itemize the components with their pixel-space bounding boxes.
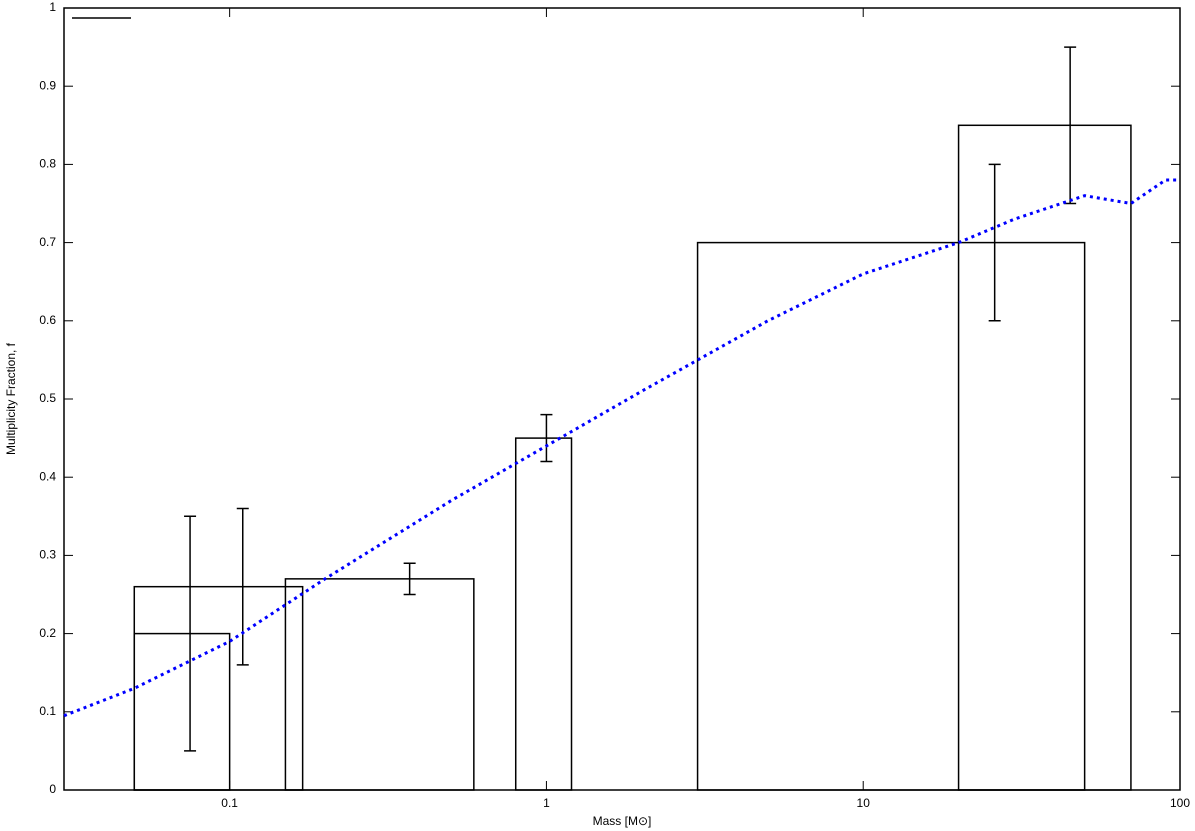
y-tick-label: 0.3 bbox=[39, 548, 56, 562]
error-bar bbox=[236, 507, 249, 666]
error-bar bbox=[988, 163, 1001, 322]
bar bbox=[514, 437, 573, 791]
error-bar bbox=[1064, 46, 1077, 205]
error-bar bbox=[540, 413, 553, 463]
y-tick-label: 0.7 bbox=[39, 235, 56, 249]
y-tick-label: 0.5 bbox=[39, 391, 56, 405]
x-tick-label: 0.1 bbox=[221, 796, 238, 810]
y-tick-label: 0.6 bbox=[39, 313, 56, 327]
bar bbox=[133, 632, 231, 791]
y-tick-label: 0.4 bbox=[39, 469, 56, 483]
y-axis-label: Multiplicity Fraction, f bbox=[4, 342, 18, 455]
y-tick-label: 0.1 bbox=[39, 704, 56, 718]
x-axis-label: Mass [M⊙] bbox=[593, 814, 652, 828]
y-tick-label: 0.8 bbox=[39, 157, 56, 171]
line-series bbox=[63, 178, 1180, 718]
y-tick-label: 0.2 bbox=[39, 626, 56, 640]
x-tick-label: 1 bbox=[543, 796, 550, 810]
error-bar bbox=[403, 562, 416, 596]
x-tick-label: 100 bbox=[1170, 796, 1190, 810]
y-tick-label: 0 bbox=[49, 782, 56, 796]
bar bbox=[284, 578, 475, 791]
bar bbox=[957, 124, 1132, 791]
x-tick-label: 10 bbox=[857, 796, 871, 810]
bar bbox=[696, 241, 1086, 791]
bar bbox=[133, 585, 304, 791]
error-bar bbox=[184, 515, 197, 752]
y-tick-label: 0.9 bbox=[39, 78, 56, 92]
y-tick-label: 1 bbox=[49, 0, 56, 14]
